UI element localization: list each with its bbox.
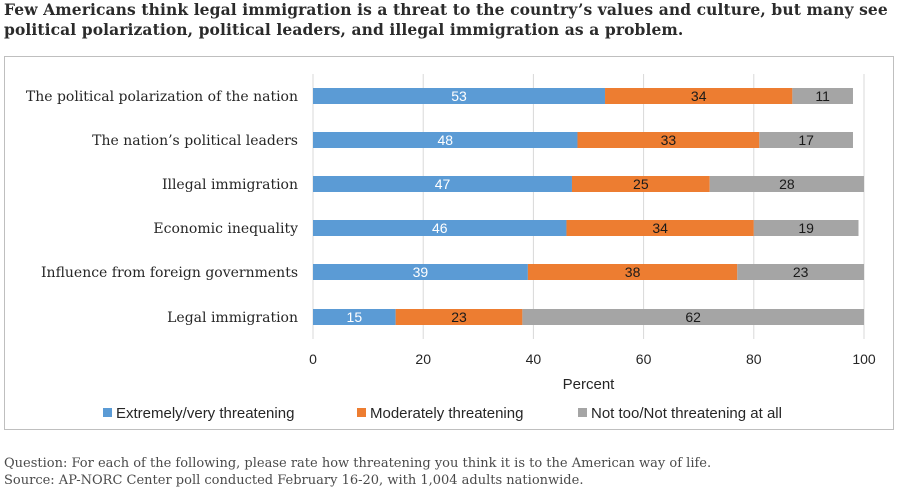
bar-segment bbox=[527, 264, 738, 280]
legend-label: Not too/Not threatening at all bbox=[591, 405, 782, 422]
category-label: Economic inequality bbox=[153, 221, 298, 237]
footer-source: Source: AP-NORC Center poll conducted Fe… bbox=[4, 473, 584, 488]
data-label: 39 bbox=[413, 264, 429, 280]
bar-segment bbox=[737, 264, 864, 280]
bar-segment bbox=[313, 132, 578, 148]
footer-question: Question: For each of the following, ple… bbox=[4, 456, 712, 471]
bar-segment bbox=[313, 264, 528, 280]
bar-segment bbox=[792, 88, 853, 104]
category-label: Legal immigration bbox=[167, 310, 298, 326]
bar-segment bbox=[577, 132, 760, 148]
data-label: 15 bbox=[347, 309, 363, 325]
data-label: 47 bbox=[435, 176, 451, 192]
data-label: 53 bbox=[451, 88, 467, 104]
x-tick-label: 20 bbox=[415, 351, 431, 367]
data-label: 34 bbox=[691, 88, 707, 104]
x-tick-label: 0 bbox=[309, 351, 317, 367]
x-tick-label: 100 bbox=[852, 351, 876, 367]
data-label: 17 bbox=[798, 132, 814, 148]
data-label: 23 bbox=[793, 264, 809, 280]
bar-segment bbox=[566, 220, 754, 236]
bar-segment bbox=[571, 176, 710, 192]
data-label: 25 bbox=[633, 176, 649, 192]
data-label: 11 bbox=[815, 88, 830, 104]
legend-swatch bbox=[103, 408, 112, 417]
data-label: 28 bbox=[779, 176, 795, 192]
data-label: 46 bbox=[432, 220, 448, 236]
bar-segment bbox=[313, 88, 606, 104]
legend-label: Moderately threatening bbox=[370, 405, 523, 422]
bar-segment bbox=[395, 309, 523, 325]
bar-segment bbox=[709, 176, 864, 192]
bar-segment bbox=[313, 176, 572, 192]
x-tick-label: 40 bbox=[526, 351, 542, 367]
legend-label: Extremely/very threatening bbox=[116, 405, 294, 422]
bar-segment bbox=[313, 220, 567, 236]
bar-segment bbox=[313, 309, 396, 325]
data-label: 19 bbox=[798, 220, 814, 236]
category-label: Influence from foreign governments bbox=[41, 265, 298, 281]
legend-swatch bbox=[357, 408, 366, 417]
data-label: 23 bbox=[451, 309, 467, 325]
bar-segment bbox=[753, 220, 859, 236]
category-label: Illegal immigration bbox=[162, 177, 298, 193]
x-tick-label: 80 bbox=[746, 351, 762, 367]
x-tick-label: 60 bbox=[636, 351, 652, 367]
data-label: 62 bbox=[685, 309, 701, 325]
category-label: The nation’s political leaders bbox=[92, 133, 298, 149]
legend-swatch bbox=[578, 408, 587, 417]
x-axis-label: Percent bbox=[563, 376, 616, 393]
bar-segment bbox=[759, 132, 853, 148]
data-label: 33 bbox=[661, 132, 677, 148]
bar-segment bbox=[522, 309, 864, 325]
data-label: 48 bbox=[437, 132, 453, 148]
data-label: 38 bbox=[625, 264, 641, 280]
bar-segment bbox=[605, 88, 793, 104]
data-label: 34 bbox=[652, 220, 668, 236]
chart-title: Few Americans think legal immigration is… bbox=[4, 0, 888, 39]
category-label: The political polarization of the nation bbox=[26, 89, 298, 105]
chart-frame bbox=[4, 56, 894, 430]
